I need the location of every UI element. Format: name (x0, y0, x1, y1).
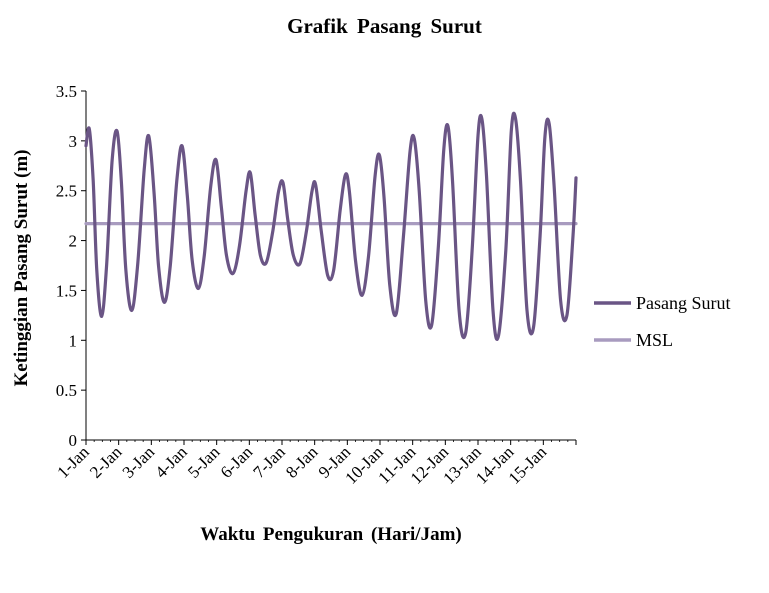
y-tick-label: 1 (69, 331, 78, 350)
x-tick-label: 2-Jan (86, 442, 126, 482)
y-tick-label: 1.5 (56, 281, 77, 300)
x-tick-label: 15-Jan (505, 442, 551, 488)
series-line-pasang-surut (84, 111, 578, 341)
y-tick-label: 2.5 (56, 182, 77, 201)
legend-label-pasang-surut: Pasang Surut (636, 293, 731, 313)
x-tick-label: 3-Jan (119, 442, 159, 482)
y-tick-label: 3 (69, 132, 78, 151)
y-axis: 0 0.5 1 1.5 2 2.5 3 3.5 (56, 82, 87, 450)
y-tick-label: 3.5 (56, 82, 77, 101)
chart-title: Grafik Pasang Surut (287, 14, 482, 38)
y-axis-title: Ketinggian Pasang Surut (m) (11, 149, 32, 387)
x-tick-label: 6-Jan (217, 442, 257, 482)
series-layer (84, 111, 578, 341)
legend-label-msl: MSL (636, 330, 673, 350)
x-tick-label: 4-Jan (151, 442, 191, 482)
x-tick-label: 8-Jan (282, 442, 322, 482)
x-axis: 1-Jan2-Jan3-Jan4-Jan5-Jan6-Jan7-Jan8-Jan… (53, 439, 577, 488)
legend: Pasang Surut MSL (594, 293, 731, 350)
y-tick-label: 0.5 (56, 381, 77, 400)
y-tick-label: 0 (69, 431, 78, 450)
y-tick-label: 2 (69, 232, 78, 251)
x-axis-title: Waktu Pengukuran (Hari/Jam) (200, 524, 462, 545)
x-tick-label: 5-Jan (184, 442, 224, 482)
x-tick-label: 1-Jan (53, 442, 93, 482)
x-tick-label: 7-Jan (249, 442, 289, 482)
